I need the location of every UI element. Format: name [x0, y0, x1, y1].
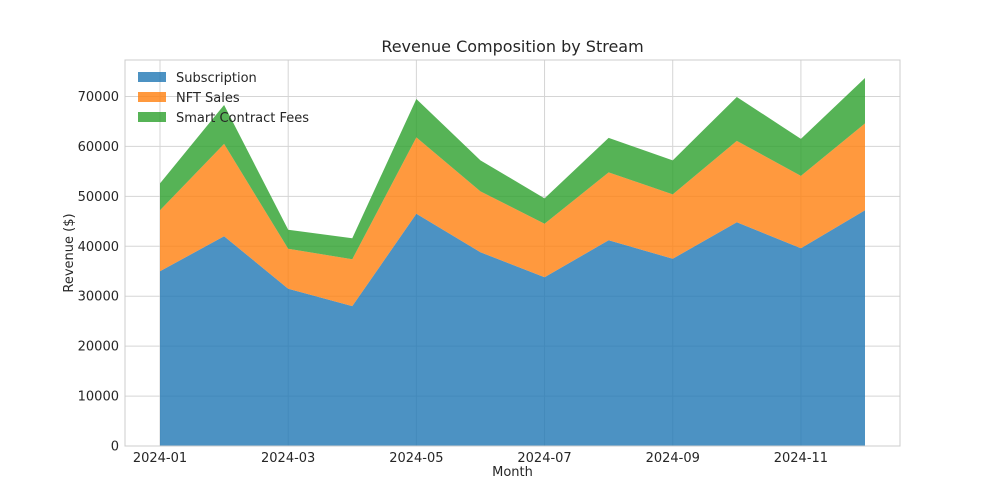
legend-label-nft-sales: NFT Sales	[176, 91, 240, 106]
x-tick-label: 2024-11	[774, 451, 828, 466]
legend-swatch-subscription	[138, 72, 166, 82]
x-tick-label: 2024-05	[389, 451, 443, 466]
area-subscription	[160, 210, 865, 446]
y-axis-ticks: 0 10000 20000 30000 40000 50000 60000 70000	[78, 90, 119, 455]
x-tick-label: 2024-09	[646, 451, 700, 466]
legend-swatch-nft-sales	[138, 92, 166, 102]
y-tick-label: 60000	[78, 140, 119, 155]
chart-title: Revenue Composition by Stream	[381, 37, 643, 56]
y-tick-label: 50000	[78, 190, 119, 205]
x-tick-label: 2024-07	[517, 451, 571, 466]
legend-swatch-smart-contract-fees	[138, 112, 166, 122]
legend-label-subscription: Subscription	[176, 71, 257, 86]
legend: Subscription NFT Sales Smart Contract Fe…	[138, 71, 309, 126]
y-axis-label: Revenue ($)	[62, 213, 77, 292]
x-tick-label: 2024-01	[133, 451, 187, 466]
y-tick-label: 0	[111, 440, 119, 455]
y-tick-label: 40000	[78, 240, 119, 255]
y-tick-label: 70000	[78, 90, 119, 105]
x-axis-label: Month	[492, 465, 533, 480]
x-tick-label: 2024-03	[261, 451, 315, 466]
y-tick-label: 20000	[78, 340, 119, 355]
area-nft-sales	[160, 123, 865, 307]
area-series	[160, 77, 865, 446]
y-tick-label: 30000	[78, 290, 119, 305]
legend-label-smart-contract-fees: Smart Contract Fees	[176, 111, 309, 126]
plot-frame	[124, 59, 901, 447]
y-tick-label: 10000	[78, 390, 119, 405]
x-axis-ticks: 2024-01 2024-03 2024-05 2024-07 2024-09 2024-…	[133, 451, 828, 466]
